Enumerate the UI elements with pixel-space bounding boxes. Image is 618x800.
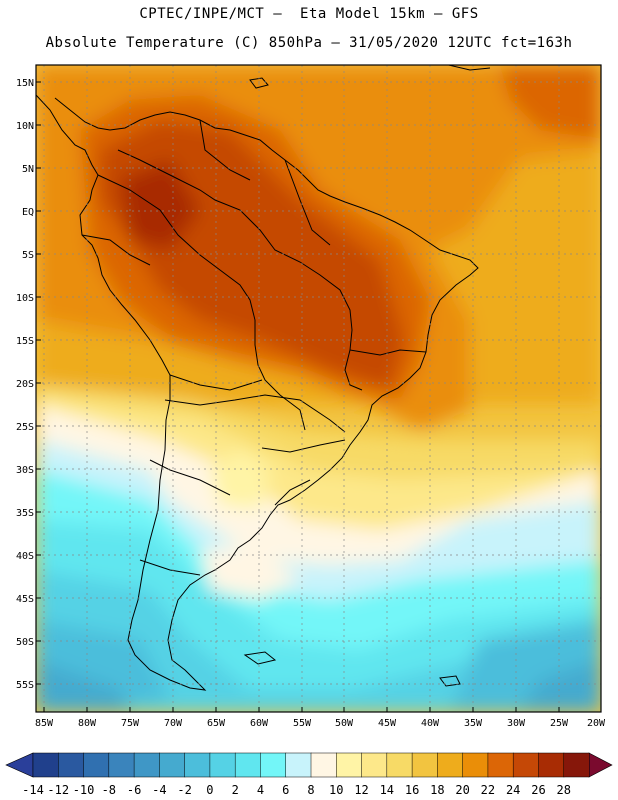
longitude-labels: 85W 80W 75W 70W 65W 60W 55W 50W 45W 40W … xyxy=(35,718,606,729)
color-bar-label: -8 xyxy=(102,783,116,797)
color-bar-swatch xyxy=(260,752,287,778)
color-bar-swatch xyxy=(209,752,236,778)
lon-label: 80W xyxy=(78,718,97,729)
color-bar-label: -4 xyxy=(152,783,166,797)
color-bar-swatch xyxy=(285,752,312,778)
color-bar-swatch xyxy=(159,752,186,778)
color-bar-over-arrow xyxy=(588,752,613,778)
color-bar-swatch xyxy=(386,752,413,778)
color-bar-label: 18 xyxy=(430,783,444,797)
lon-label: 65W xyxy=(207,718,226,729)
color-bar-label: -6 xyxy=(127,783,141,797)
lat-label: 30S xyxy=(16,465,34,476)
lon-label: 70W xyxy=(164,718,183,729)
color-bar-swatch xyxy=(487,752,514,778)
color-bar-swatch xyxy=(133,752,160,778)
color-bar-label: 2 xyxy=(232,783,239,797)
lon-label: 25W xyxy=(550,718,569,729)
color-bar xyxy=(5,752,613,778)
lon-label: 55W xyxy=(293,718,312,729)
color-bar-swatch xyxy=(563,752,590,778)
lon-label: 30W xyxy=(507,718,526,729)
lat-label: 45S xyxy=(16,594,34,605)
color-bar-swatch xyxy=(411,752,438,778)
lat-label: 25S xyxy=(16,422,34,433)
color-bar-under-arrow xyxy=(5,752,34,778)
color-bar-label: 14 xyxy=(380,783,394,797)
color-bar-label: 0 xyxy=(206,783,213,797)
color-bar-swatch xyxy=(234,752,262,778)
map-frame xyxy=(35,64,602,713)
color-bar-label: 28 xyxy=(557,783,571,797)
color-bar-swatch xyxy=(32,752,59,778)
lon-label: 40W xyxy=(421,718,440,729)
color-bar-swatch xyxy=(361,752,388,778)
lat-label: 50S xyxy=(16,637,34,648)
color-bar-swatch xyxy=(108,752,135,778)
color-bar-label: 20 xyxy=(455,783,469,797)
color-bar-label: 24 xyxy=(506,783,520,797)
color-bar-labels: -14 -12 -10 -8 -6 -4 -2 0 2 4 6 8 10 12 14 16 18 20 22 24 26… xyxy=(22,783,571,797)
color-bar-swatch xyxy=(437,752,464,778)
lat-label: 10S xyxy=(16,293,34,304)
color-bar-swatch xyxy=(512,752,540,778)
color-bar-label: -12 xyxy=(47,783,69,797)
lat-label: 40S xyxy=(16,551,34,562)
lon-label: 75W xyxy=(121,718,140,729)
color-bar-swatch xyxy=(462,752,489,778)
lon-label: 35W xyxy=(464,718,483,729)
latitude-labels: 15N 10N 5N EQ 5S 10S 15S 20S 25S 30S 35S… xyxy=(16,78,34,691)
color-bar-swatch xyxy=(310,752,337,778)
color-bar-label: 8 xyxy=(307,783,314,797)
lat-label: EQ xyxy=(22,207,34,218)
lat-label: 35S xyxy=(16,508,34,519)
lat-label: 10N xyxy=(16,121,34,132)
lat-label: 15N xyxy=(16,78,34,89)
color-bar-label: 4 xyxy=(257,783,264,797)
lat-label: 20S xyxy=(16,379,34,390)
color-bar-label: -2 xyxy=(177,783,191,797)
graticule xyxy=(36,65,601,712)
lat-label: 5N xyxy=(22,164,34,175)
color-bar-label: -10 xyxy=(73,783,95,797)
color-bar-label: 16 xyxy=(405,783,419,797)
color-bar-swatch xyxy=(184,752,211,778)
map-title-line-1: CPTEC/INPE/MCT – Eta Model 15km – GFS xyxy=(139,6,479,22)
color-bar-swatch xyxy=(336,752,363,778)
coastline-borders xyxy=(36,65,491,691)
color-bar-label: 12 xyxy=(354,783,368,797)
lat-label: 55S xyxy=(16,680,34,691)
color-bar-label: 6 xyxy=(282,783,289,797)
color-bar-label: -14 xyxy=(22,783,44,797)
temperature-field xyxy=(36,65,601,712)
color-bar-swatch xyxy=(83,752,110,778)
color-bar-label: 10 xyxy=(329,783,343,797)
lon-label: 50W xyxy=(335,718,354,729)
lat-label: 15S xyxy=(16,336,34,347)
color-bar-swatch xyxy=(58,752,85,778)
map-title-line-2: Absolute Temperature (C) 850hPa – 31/05/… xyxy=(45,35,573,51)
lon-label: 20W xyxy=(587,718,606,729)
lon-label: 60W xyxy=(250,718,269,729)
lon-label: 45W xyxy=(378,718,397,729)
lon-label: 85W xyxy=(35,718,54,729)
color-bar-label: 22 xyxy=(481,783,495,797)
color-bar-swatch xyxy=(538,752,565,778)
color-bar-label: 26 xyxy=(531,783,545,797)
lat-label: 5S xyxy=(22,250,34,261)
